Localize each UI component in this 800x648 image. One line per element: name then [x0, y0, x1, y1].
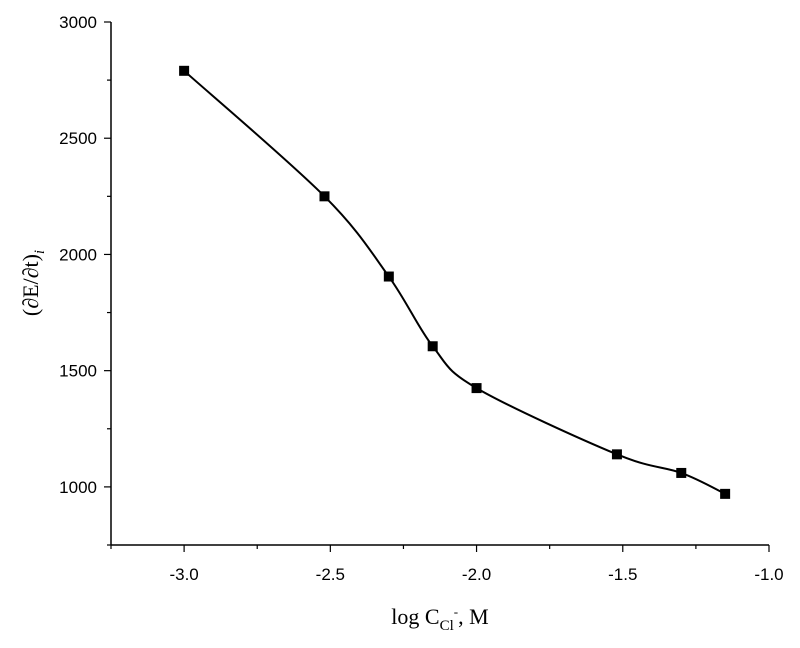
x-tick-label: -1.5 — [608, 565, 637, 584]
y-axis-title-main: (∂E/∂t) — [18, 254, 43, 316]
x-axis-title: log CCl-, M — [391, 604, 488, 634]
x-tick-label: -2.0 — [462, 565, 491, 584]
data-point-marker — [179, 65, 190, 76]
x-tick-label: -3.0 — [169, 565, 198, 584]
x-axis-title-main: log C — [391, 604, 439, 629]
data-markers — [179, 65, 731, 499]
y-axis-title: (∂E/∂t)i — [18, 250, 48, 316]
data-point-marker — [471, 383, 482, 394]
x-tick-label: -2.5 — [316, 565, 345, 584]
data-point-marker — [676, 467, 687, 478]
data-point-marker — [427, 341, 438, 352]
y-tick-label: 2500 — [59, 129, 97, 148]
y-tick-label: 3000 — [59, 13, 97, 32]
x-tick-label: -1.0 — [754, 565, 783, 584]
data-point-marker — [319, 191, 330, 202]
y-tick-label: 1500 — [59, 362, 97, 381]
y-tick-label: 2000 — [59, 245, 97, 264]
data-point-marker — [720, 488, 731, 499]
x-axis-title-superscript: - — [454, 604, 458, 619]
series-line — [183, 70, 726, 495]
tick-labels: -3.0 -2.5 -2.0 -1.5 -1.0 1000 1500 2000 2500 3000 — [59, 13, 783, 584]
y-axis-title-subscript: i — [32, 250, 48, 254]
data-point-marker — [611, 449, 622, 460]
ticks — [104, 21, 770, 552]
data-point-marker — [383, 271, 394, 282]
y-tick-label: 1000 — [59, 478, 97, 497]
x-axis-title-subscript: Cl — [440, 618, 454, 634]
axes — [110, 22, 769, 546]
x-axis-title-suffix: , M — [458, 604, 489, 629]
